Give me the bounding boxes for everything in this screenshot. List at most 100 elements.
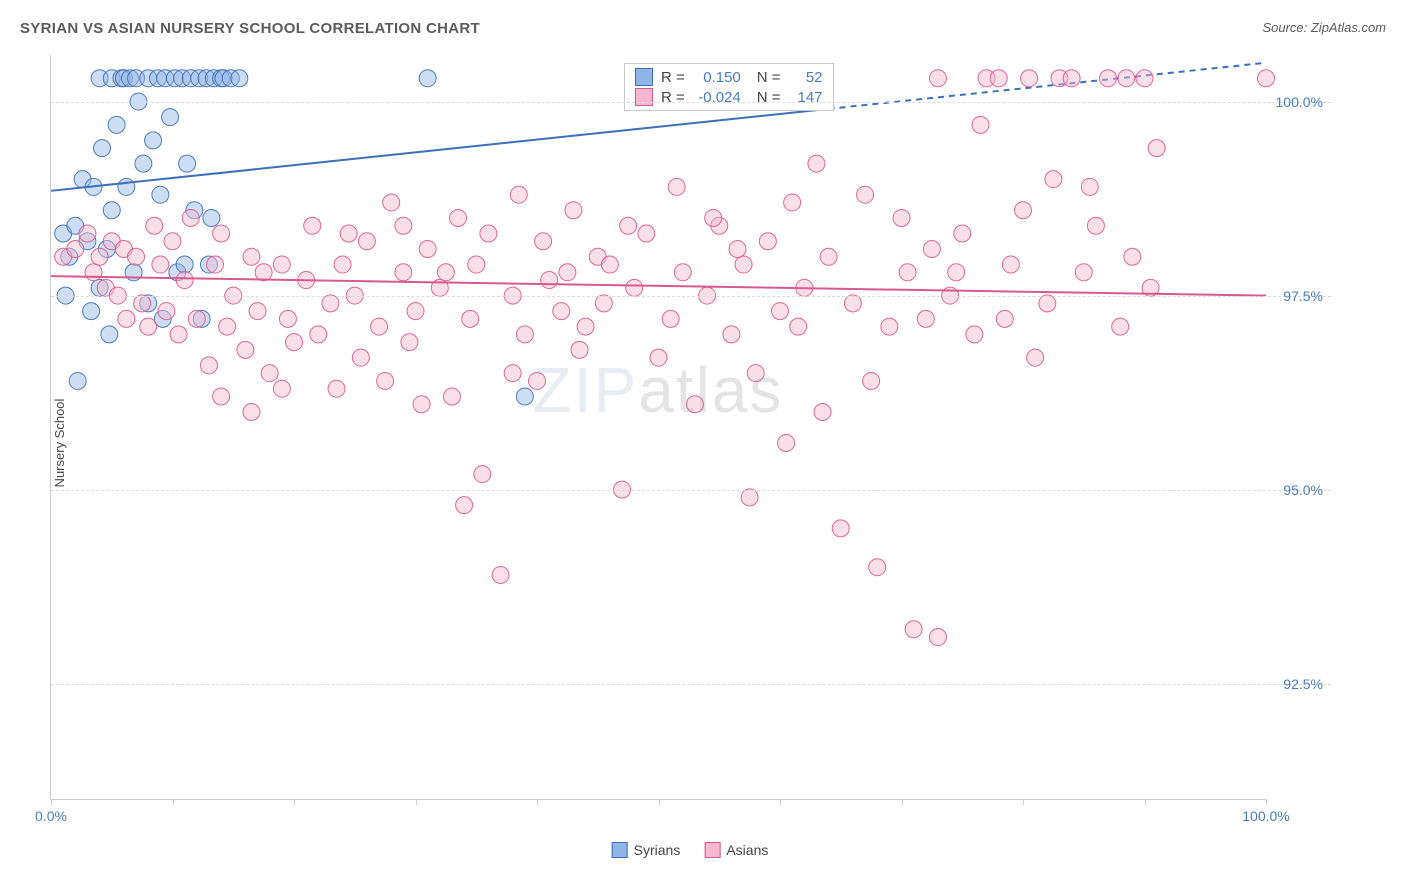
scatter-point	[419, 241, 436, 258]
scatter-point	[686, 396, 703, 413]
y-tick-label: 95.0%	[1283, 482, 1323, 498]
stats-n-value: 52	[789, 69, 823, 86]
scatter-svg	[51, 55, 1266, 800]
scatter-point	[650, 349, 667, 366]
scatter-point	[741, 489, 758, 506]
scatter-point	[668, 178, 685, 195]
legend-swatch	[704, 842, 720, 858]
scatter-point	[790, 318, 807, 335]
x-tick-label: 100.0%	[1242, 808, 1289, 824]
scatter-point	[516, 326, 533, 343]
scatter-point	[595, 295, 612, 312]
x-tick	[1023, 799, 1024, 805]
gridline-h	[51, 296, 1331, 297]
scatter-point	[601, 256, 618, 273]
scatter-point	[255, 264, 272, 281]
scatter-point	[1015, 202, 1032, 219]
scatter-point	[437, 264, 454, 281]
scatter-point	[1087, 217, 1104, 234]
x-tick	[1145, 799, 1146, 805]
scatter-point	[1045, 171, 1062, 188]
scatter-point	[140, 318, 157, 335]
scatter-point	[261, 365, 278, 382]
scatter-point	[923, 241, 940, 258]
scatter-point	[162, 109, 179, 126]
scatter-point	[456, 497, 473, 514]
scatter-point	[179, 155, 196, 172]
scatter-point	[772, 303, 789, 320]
scatter-point	[450, 209, 467, 226]
legend-item: Syrians	[612, 842, 681, 858]
scatter-point	[1081, 178, 1098, 195]
scatter-point	[808, 155, 825, 172]
scatter-point	[231, 70, 248, 87]
scatter-point	[200, 357, 217, 374]
scatter-point	[182, 209, 199, 226]
stats-r-label: R =	[661, 69, 685, 86]
scatter-point	[705, 209, 722, 226]
scatter-point	[869, 559, 886, 576]
scatter-point	[118, 310, 135, 327]
scatter-point	[152, 186, 169, 203]
scatter-point	[820, 248, 837, 265]
scatter-point	[237, 341, 254, 358]
scatter-point	[735, 256, 752, 273]
scatter-point	[1100, 70, 1117, 87]
plot-area: ZIPatlas R =0.150N =52R =-0.024N =147 92…	[50, 55, 1265, 800]
scatter-point	[85, 264, 102, 281]
scatter-point	[577, 318, 594, 335]
stats-n-label: N =	[757, 89, 781, 106]
stats-row: R =0.150N =52	[635, 68, 823, 86]
scatter-point	[516, 388, 533, 405]
correlation-stats-box: R =0.150N =52R =-0.024N =147	[624, 63, 834, 111]
scatter-point	[176, 272, 193, 289]
x-tick	[294, 799, 295, 805]
scatter-point	[1112, 318, 1129, 335]
scatter-point	[146, 217, 163, 234]
scatter-point	[443, 388, 460, 405]
scatter-point	[759, 233, 776, 250]
stats-r-value: 0.150	[693, 69, 741, 86]
legend-item: Asians	[704, 842, 768, 858]
scatter-point	[352, 349, 369, 366]
stats-r-label: R =	[661, 89, 685, 106]
gridline-h	[51, 684, 1331, 685]
scatter-point	[462, 310, 479, 327]
scatter-point	[170, 326, 187, 343]
scatter-point	[176, 256, 193, 273]
scatter-point	[844, 295, 861, 312]
scatter-point	[553, 303, 570, 320]
scatter-point	[905, 621, 922, 638]
scatter-point	[340, 225, 357, 242]
scatter-point	[395, 217, 412, 234]
x-tick	[902, 799, 903, 805]
x-tick	[537, 799, 538, 805]
stats-n-value: 147	[789, 89, 823, 106]
y-tick-label: 97.5%	[1283, 288, 1323, 304]
scatter-point	[203, 209, 220, 226]
scatter-point	[729, 241, 746, 258]
scatter-point	[273, 380, 290, 397]
scatter-point	[188, 310, 205, 327]
x-tick	[173, 799, 174, 805]
scatter-point	[899, 264, 916, 281]
scatter-point	[972, 116, 989, 133]
scatter-point	[419, 70, 436, 87]
scatter-point	[990, 70, 1007, 87]
gridline-h	[51, 490, 1331, 491]
legend-bottom: Syrians Asians	[612, 842, 769, 858]
scatter-point	[207, 256, 224, 273]
scatter-point	[134, 295, 151, 312]
scatter-point	[377, 372, 394, 389]
scatter-point	[966, 326, 983, 343]
scatter-point	[152, 256, 169, 273]
gridline-h	[51, 102, 1331, 103]
scatter-point	[94, 140, 111, 157]
scatter-point	[91, 248, 108, 265]
scatter-point	[747, 365, 764, 382]
scatter-point	[778, 435, 795, 452]
scatter-point	[145, 132, 162, 149]
scatter-point	[468, 256, 485, 273]
scatter-point	[286, 334, 303, 351]
scatter-point	[358, 233, 375, 250]
